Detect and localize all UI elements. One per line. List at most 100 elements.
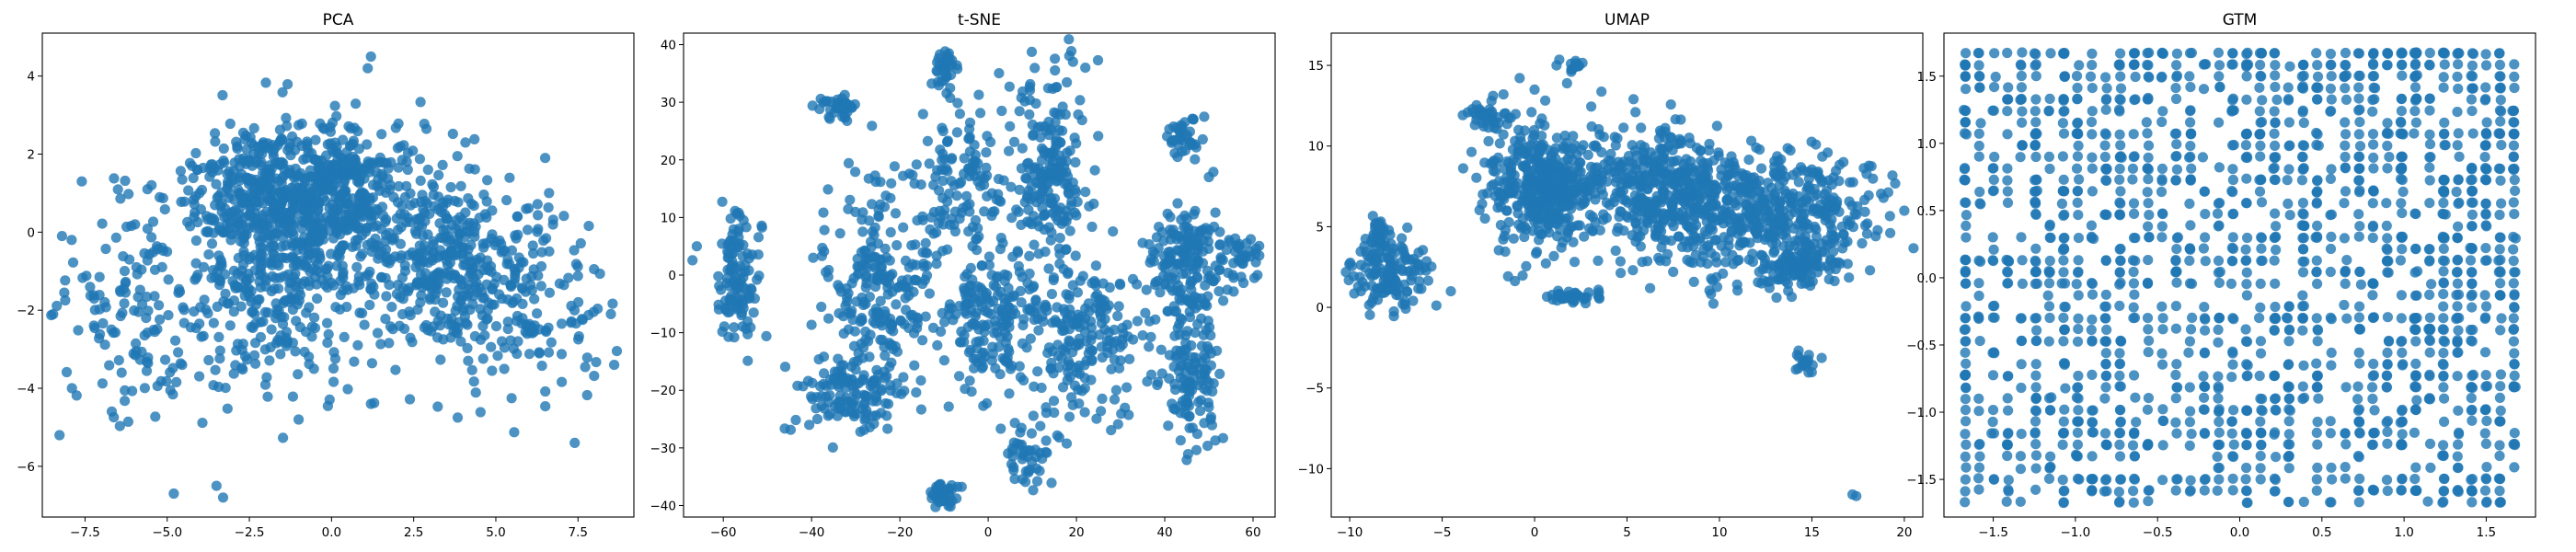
scatter-point	[934, 205, 945, 216]
scatter-point	[1089, 165, 1100, 176]
scatter-point	[338, 270, 349, 281]
scatter-point	[412, 305, 423, 316]
scatter-point	[536, 361, 547, 372]
scatter-point	[256, 159, 267, 171]
scatter-point	[1593, 123, 1604, 135]
scatter-point	[109, 173, 120, 184]
scatter-point	[1793, 351, 1804, 362]
scatter-point	[292, 299, 304, 310]
scatter-point	[127, 385, 138, 397]
scatter-point	[995, 233, 1006, 244]
scatter-point	[168, 488, 179, 500]
scatter-point	[516, 257, 527, 268]
scatter-point	[1570, 195, 1581, 206]
scatter-point	[1008, 136, 1020, 147]
scatter-point	[1032, 122, 1043, 133]
scatter-point	[463, 193, 474, 204]
scatter-point	[494, 235, 505, 247]
scatter-point	[1355, 285, 1366, 297]
scatter-point	[1792, 167, 1803, 178]
scatter-point	[453, 197, 464, 208]
scatter-point	[281, 294, 292, 305]
scatter-point	[254, 178, 266, 189]
scatter-point	[1550, 143, 1561, 154]
scatter-point	[1561, 77, 1572, 89]
scatter-point	[1201, 325, 1212, 336]
scatter-point	[982, 397, 993, 408]
scatter-point	[541, 326, 552, 338]
scatter-point	[348, 151, 359, 163]
scatter-point	[1754, 144, 1765, 155]
scatter-point	[911, 159, 922, 170]
scatter-point	[287, 391, 298, 402]
scatter-point	[1628, 94, 1639, 105]
scatter-point	[305, 221, 316, 232]
scatter-point	[1014, 267, 1025, 278]
scatter-point	[1191, 272, 1203, 283]
scatter-point	[850, 167, 861, 178]
scatter-point	[304, 351, 315, 362]
scatter-point	[199, 294, 210, 305]
scatter-point	[462, 342, 473, 353]
scatter-point	[932, 339, 943, 351]
scatter-point	[94, 333, 105, 344]
scatter-point	[220, 383, 231, 394]
scatter-point	[470, 387, 481, 398]
scatter-point	[880, 373, 891, 384]
scatter-point	[1597, 189, 1608, 201]
scatter-point	[482, 305, 493, 316]
scatter-point	[214, 353, 225, 364]
x-tick-label: 7.5	[569, 525, 588, 540]
scatter-point	[1751, 226, 1762, 237]
scatter-point	[356, 187, 367, 198]
scatter-point	[1834, 159, 1846, 170]
scatter-point	[1210, 207, 1221, 218]
scatter-point	[478, 242, 489, 253]
scatter-point	[1132, 316, 1143, 327]
scatter-point	[1193, 256, 1204, 267]
scatter-point	[100, 243, 111, 255]
scatter-point	[1043, 263, 1054, 274]
scatter-point	[1514, 73, 1525, 84]
scatter-point	[534, 347, 545, 358]
scatter-point	[991, 272, 1003, 283]
scatter-point	[176, 196, 187, 207]
scatter-point	[732, 282, 743, 293]
scatter-point	[1094, 294, 1105, 305]
scatter-point	[1688, 276, 1699, 287]
scatter-point	[1186, 364, 1197, 375]
scatter-point	[1071, 138, 1082, 149]
scatter-point	[1112, 419, 1123, 430]
scatter-point	[399, 209, 410, 220]
scatter-point	[937, 125, 949, 137]
scatter-point	[811, 413, 823, 425]
scatter-point	[533, 270, 544, 282]
scatter-point	[245, 173, 256, 184]
scatter-point	[1069, 380, 1080, 391]
scatter-point	[532, 308, 543, 319]
scatter-point	[460, 137, 471, 148]
scatter-point	[1092, 54, 1104, 66]
scatter-point	[1704, 138, 1715, 150]
scatter-point	[276, 197, 287, 208]
scatter-point	[963, 226, 974, 237]
scatter-point	[329, 100, 340, 111]
scatter-point	[475, 407, 486, 418]
scatter-point	[482, 175, 493, 186]
scatter-point	[98, 317, 109, 329]
scatter-point	[296, 140, 307, 152]
scatter-point	[1028, 485, 1039, 496]
scatter-point	[449, 273, 460, 284]
scatter-point	[1834, 176, 1845, 187]
scatter-point	[109, 327, 121, 338]
scatter-point	[873, 212, 884, 223]
scatter-point	[119, 266, 131, 277]
scatter-point	[451, 214, 462, 226]
scatter-point	[364, 299, 375, 311]
scatter-point	[942, 196, 953, 207]
scatter-point	[1086, 374, 1097, 385]
scatter-point	[1190, 154, 1201, 165]
scatter-point	[359, 319, 370, 330]
scatter-point	[437, 159, 448, 170]
scatter-point	[1203, 243, 1214, 254]
